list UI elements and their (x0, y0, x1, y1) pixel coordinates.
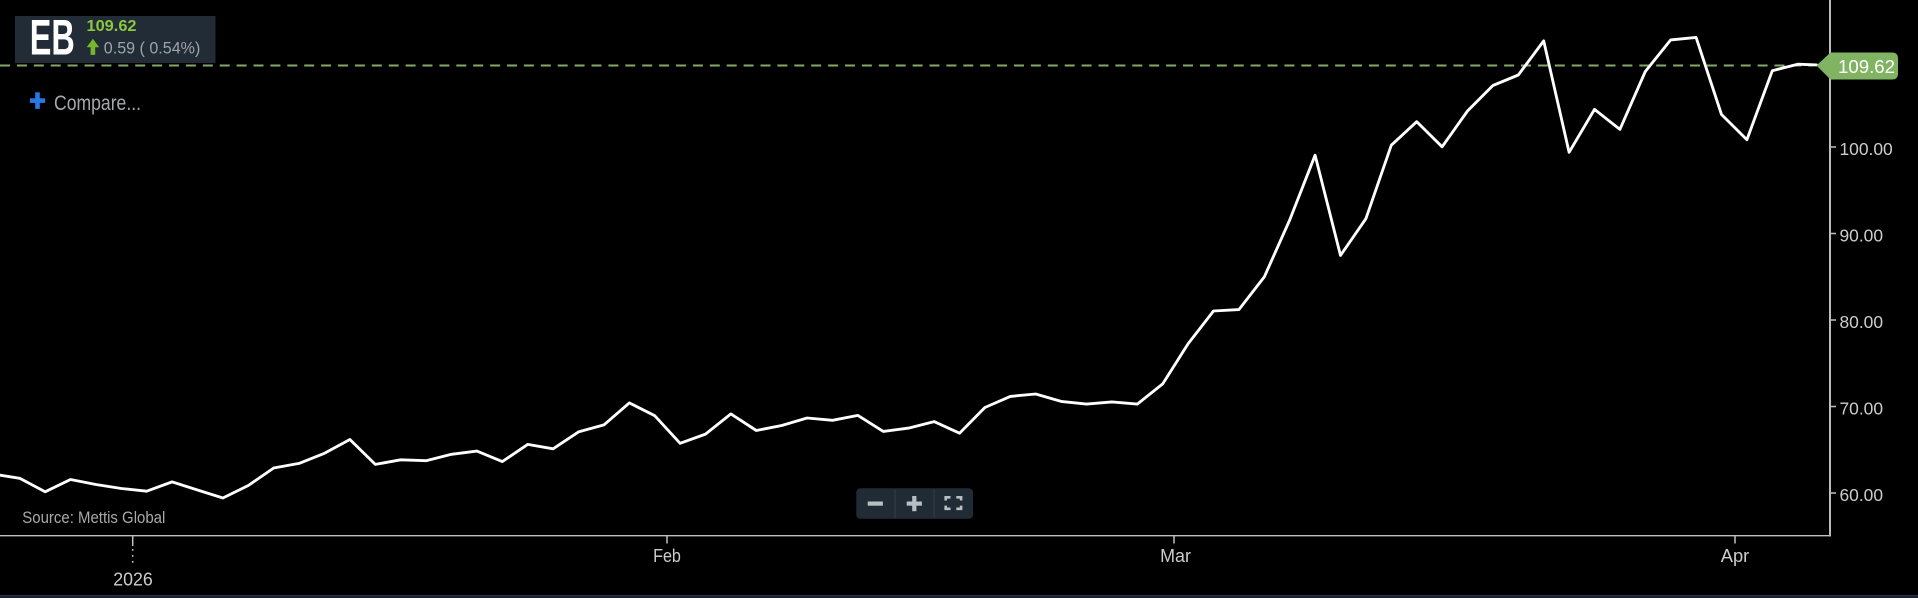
svg-text:Mar: Mar (1160, 545, 1191, 566)
svg-text:109.62: 109.62 (1838, 56, 1895, 77)
svg-text:109.62: 109.62 (87, 18, 137, 35)
svg-text:Apr: Apr (1721, 545, 1750, 566)
svg-text:100.00: 100.00 (1840, 139, 1893, 159)
svg-text:70.00: 70.00 (1840, 398, 1884, 418)
svg-text:Compare...: Compare... (54, 91, 141, 115)
svg-text:Source: Mettis Global: Source: Mettis Global (22, 509, 165, 527)
svg-text:60.00: 60.00 (1840, 485, 1884, 505)
svg-text:0.59 ( 0.54%): 0.59 ( 0.54%) (104, 39, 201, 58)
svg-text:EB: EB (30, 9, 75, 66)
svg-text:2026: 2026 (113, 570, 153, 590)
svg-text:90.00: 90.00 (1840, 225, 1884, 245)
svg-text:Feb: Feb (653, 545, 681, 566)
svg-text:80.00: 80.00 (1840, 312, 1884, 332)
